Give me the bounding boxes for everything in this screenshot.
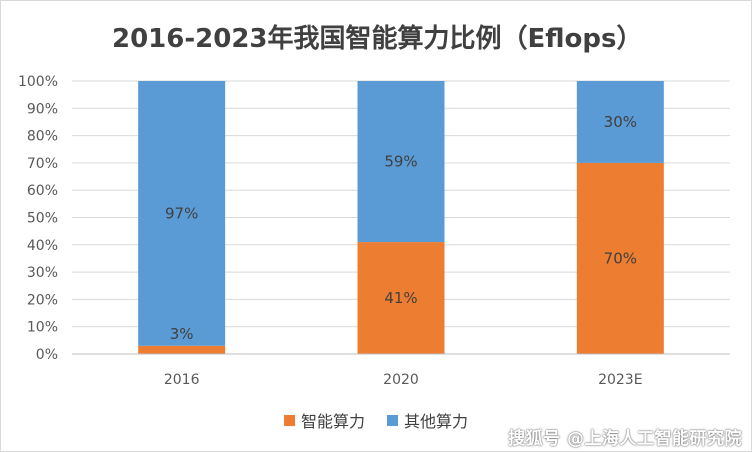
x-tick-label: 2020 <box>383 372 419 388</box>
data-label: 59% <box>384 153 417 171</box>
legend-label-intelligent: 智能算力 <box>300 412 365 431</box>
y-tick-label: 20% <box>27 292 58 308</box>
bars <box>138 81 664 354</box>
y-tick-label: 30% <box>27 265 58 281</box>
y-tick-label: 90% <box>27 101 58 117</box>
data-label: 41% <box>384 289 417 307</box>
data-label: 97% <box>165 204 198 222</box>
bar-other <box>138 81 226 346</box>
bar-intelligent <box>357 242 445 354</box>
legend-swatch-other <box>387 414 398 426</box>
y-tick-label: 80% <box>27 129 58 145</box>
bar-other <box>357 81 445 243</box>
bar-intelligent <box>138 345 226 354</box>
y-tick-label: 40% <box>27 238 58 254</box>
chart-title: 2016-2023年我国智能算力比例（Eflops） <box>112 24 643 54</box>
bar-intelligent <box>576 162 664 354</box>
watermark: 搜狐号 @上海人工智能研究院 <box>508 429 742 449</box>
y-axis: 0% 10% 20% 30% 40% 50% 60% 70% 80% 90% 100% <box>18 74 58 363</box>
y-tick-label: 10% <box>27 320 58 336</box>
data-label: 3% <box>170 325 194 343</box>
y-tick-label: 100% <box>18 74 58 90</box>
bar-other <box>576 81 664 163</box>
legend: 智能算力 其他算力 <box>0 408 752 432</box>
x-tick-label: 2023E <box>598 372 642 388</box>
legend-label-other: 其他算力 <box>404 412 469 431</box>
y-tick-label: 60% <box>27 183 58 199</box>
legend-item-other: 其他算力 <box>387 408 468 432</box>
y-tick-label: 50% <box>27 211 58 227</box>
data-label: 30% <box>604 113 637 131</box>
y-tick-label: 70% <box>27 156 58 172</box>
data-label: 70% <box>604 249 637 267</box>
x-tick-label: 2016 <box>164 372 200 388</box>
x-axis: 2016 2020 2023E <box>72 353 730 388</box>
data-labels: 3% 97% 41% 59% 70% 30% <box>165 113 637 343</box>
y-tick-label: 0% <box>36 347 58 363</box>
legend-item-intelligent: 智能算力 <box>283 408 365 432</box>
legend-swatch-intelligent <box>283 414 295 426</box>
